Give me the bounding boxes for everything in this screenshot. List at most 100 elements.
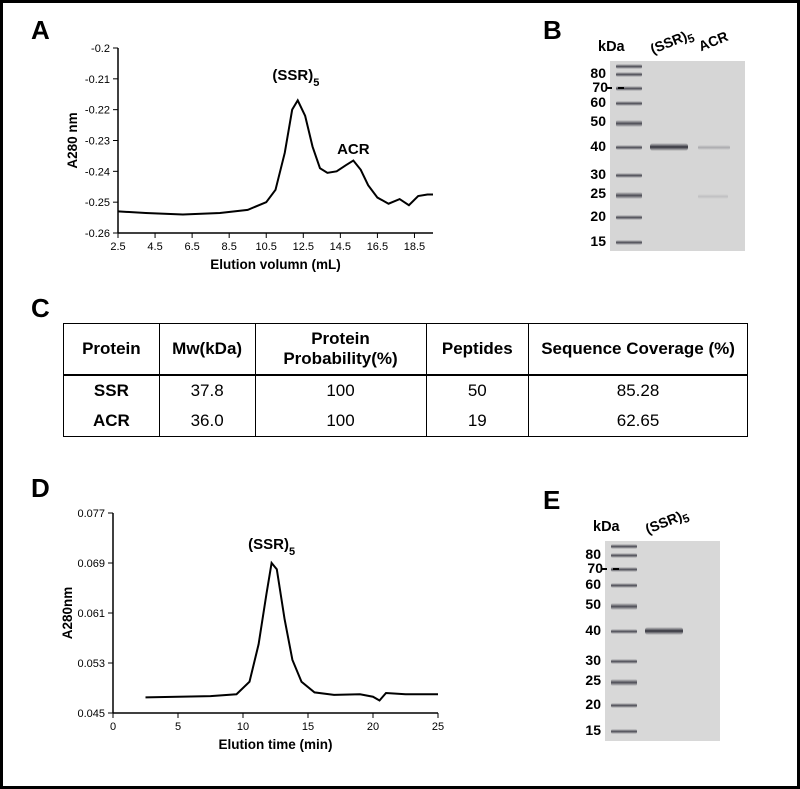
svg-text:A280 nm: A280 nm (65, 112, 80, 168)
ladder-band (616, 192, 642, 199)
mw-label: 40 (563, 622, 601, 638)
panel-label-a: A (31, 15, 50, 46)
svg-text:12.5: 12.5 (293, 241, 314, 253)
ladder-band (616, 120, 642, 127)
svg-text:5: 5 (175, 721, 181, 733)
mw-label: 15 (563, 722, 601, 738)
table-header: Protein (64, 324, 160, 376)
svg-text:(SSR)5: (SSR)5 (248, 536, 295, 558)
svg-text:20: 20 (367, 721, 379, 733)
lane-label: ACR (696, 28, 730, 54)
table-cell: 85.28 (529, 375, 748, 406)
table-header: Peptides (426, 324, 529, 376)
table-cell: 62.65 (529, 406, 748, 437)
ladder-band (611, 703, 637, 708)
svg-text:-0.2: -0.2 (91, 43, 110, 55)
mw-label: 50 (563, 596, 601, 612)
ladder-band (616, 240, 642, 245)
table-cell: 19 (426, 406, 529, 437)
svg-text:-0.24: -0.24 (85, 166, 110, 178)
svg-text:0.077: 0.077 (77, 508, 105, 520)
table-header: Sequence Coverage (%) (529, 324, 748, 376)
table-cell: SSR (64, 375, 160, 406)
ladder-band (611, 629, 637, 634)
panel-a-svg: -0.26-0.25-0.24-0.23-0.22-0.21-0.22.54.5… (63, 38, 443, 273)
table-header: Mw(kDa) (159, 324, 255, 376)
svg-text:14.5: 14.5 (330, 241, 351, 253)
svg-text:(SSR)5: (SSR)5 (272, 67, 319, 89)
mw-label: 50 (568, 113, 606, 129)
panel-label-c: C (31, 293, 50, 324)
ladder-band (616, 72, 642, 77)
figure-root: A B C D E -0.26-0.25-0.24-0.23-0.22-0.21… (0, 0, 800, 789)
mw-label: 20 (568, 208, 606, 224)
svg-text:0.045: 0.045 (77, 708, 105, 720)
mw-label: 30 (563, 652, 601, 668)
panel-a-chart: -0.26-0.25-0.24-0.23-0.22-0.21-0.22.54.5… (63, 38, 443, 273)
svg-text:16.5: 16.5 (367, 241, 388, 253)
svg-text:ACR: ACR (337, 141, 370, 158)
svg-text:Elution time (min): Elution time (min) (219, 737, 333, 752)
mw-label: 40 (568, 138, 606, 154)
table-cell: 100 (255, 375, 426, 406)
ladder-band (616, 173, 642, 178)
svg-text:25: 25 (432, 721, 444, 733)
svg-text:-0.22: -0.22 (85, 105, 110, 117)
svg-text:-0.26: -0.26 (85, 228, 110, 240)
ladder-band (616, 215, 642, 220)
panel-b-gel: kDa(SSR)5ACR807060504030252015 (568, 33, 768, 253)
svg-text:Elution volumn (mL): Elution volumn (mL) (210, 257, 341, 272)
svg-text:8.5: 8.5 (222, 241, 237, 253)
mw-label: 70 (563, 560, 603, 576)
svg-text:6.5: 6.5 (184, 241, 199, 253)
ladder-band (611, 659, 637, 664)
kda-label: kDa (593, 519, 620, 535)
ladder-band (611, 679, 637, 686)
mw-label: 15 (568, 233, 606, 249)
svg-text:10: 10 (237, 721, 249, 733)
svg-text:A280nm: A280nm (60, 587, 75, 640)
lane-label: (SSR)5 (643, 505, 692, 540)
ladder-band (611, 544, 637, 549)
ladder-band (616, 64, 642, 69)
svg-text:2.5: 2.5 (110, 241, 125, 253)
svg-text:0.053: 0.053 (77, 658, 105, 670)
ladder-band (611, 583, 637, 588)
panel-label-d: D (31, 473, 50, 504)
svg-text:10.5: 10.5 (256, 241, 277, 253)
mw-label: 60 (568, 94, 606, 110)
mw-label: 30 (568, 166, 606, 182)
table-cell: 100 (255, 406, 426, 437)
ladder-band (611, 603, 637, 610)
panel-d-svg: 0.045 0.053 0.061 0.069 0.077 0 5 10 15 20 25 Eluti… (58, 503, 448, 753)
svg-text:0.061: 0.061 (77, 608, 105, 620)
svg-text:-0.23: -0.23 (85, 136, 110, 148)
kda-label: kDa (598, 39, 625, 55)
svg-text:0.069: 0.069 (77, 558, 105, 570)
ladder-band (616, 101, 642, 106)
svg-text:18.5: 18.5 (404, 241, 425, 253)
panel-e-gel: kDa(SSR)5807060504030252015 (563, 513, 763, 743)
svg-text:0: 0 (110, 721, 116, 733)
mw-label: 25 (563, 672, 601, 688)
ladder-band (616, 145, 642, 150)
mw-label: 25 (568, 185, 606, 201)
table-cell: ACR (64, 406, 160, 437)
table-cell: 50 (426, 375, 529, 406)
table-cell: 36.0 (159, 406, 255, 437)
svg-text:4.5: 4.5 (147, 241, 162, 253)
svg-text:-0.21: -0.21 (85, 74, 110, 86)
ladder-band (611, 553, 637, 558)
sample-band (650, 143, 688, 151)
panel-d-chart: 0.045 0.053 0.061 0.069 0.077 0 5 10 15 20 25 Eluti… (58, 503, 448, 753)
lane-label: (SSR)5 (648, 25, 697, 60)
panel-label-b: B (543, 15, 562, 46)
sample-band (645, 627, 683, 635)
panel-c-table: ProteinMw(kDa)ProteinProbability(%)Pepti… (63, 323, 748, 437)
mw-label: 60 (563, 576, 601, 592)
ladder-band (611, 729, 637, 734)
svg-text:15: 15 (302, 721, 314, 733)
mw-label: 20 (563, 696, 601, 712)
mw-label: 70 (568, 79, 608, 95)
table-cell: 37.8 (159, 375, 255, 406)
